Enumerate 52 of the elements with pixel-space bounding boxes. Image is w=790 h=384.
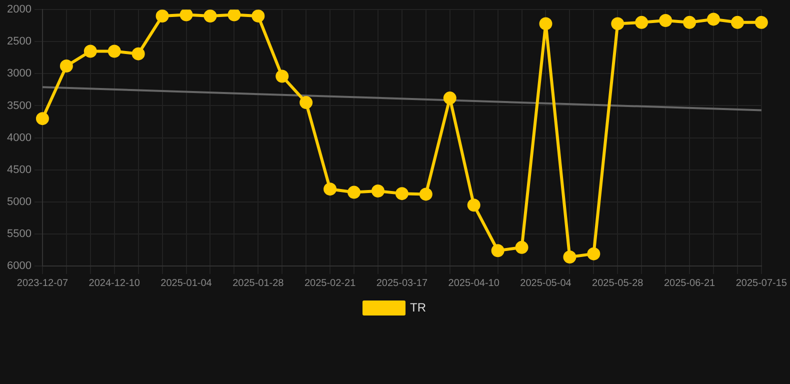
x-tick-label: 2024-12-10 xyxy=(88,278,140,289)
y-tick-label: 2500 xyxy=(6,36,32,48)
x-tick-label: 2025-06-21 xyxy=(664,278,716,289)
y-tick-label: 6000 xyxy=(6,260,32,272)
point xyxy=(60,60,73,73)
y-tick-label: 5000 xyxy=(6,196,32,208)
x-tick-label: 2025-04-10 xyxy=(448,278,500,289)
point xyxy=(228,10,241,22)
x-tick-label: 2025-05-04 xyxy=(520,278,572,289)
point xyxy=(419,188,432,201)
x-tick-label: 2025-03-17 xyxy=(376,278,428,289)
point xyxy=(491,244,504,258)
x-tick-label: 2023-12-07 xyxy=(16,278,68,289)
point xyxy=(324,182,337,196)
point xyxy=(36,112,49,126)
point xyxy=(754,16,768,29)
point xyxy=(706,12,720,26)
point xyxy=(300,96,313,110)
point xyxy=(156,10,169,23)
point xyxy=(467,198,480,212)
point xyxy=(371,184,384,198)
point xyxy=(132,47,145,60)
y-tick-label: 5500 xyxy=(6,228,32,240)
point xyxy=(730,16,744,29)
x-tick-label: 2025-02-21 xyxy=(304,278,356,289)
point xyxy=(252,10,265,23)
y-tick-label: 4500 xyxy=(6,164,32,176)
point xyxy=(443,92,456,105)
point xyxy=(659,14,672,27)
y-tick-label: 3500 xyxy=(6,100,32,112)
x-tick-label: 2025-07-15 xyxy=(736,278,788,289)
point xyxy=(84,44,97,58)
point xyxy=(539,17,552,30)
point xyxy=(276,70,289,83)
point xyxy=(204,10,217,23)
point xyxy=(683,16,696,29)
point xyxy=(611,17,624,30)
point xyxy=(563,250,576,264)
point xyxy=(395,187,408,200)
y-tick-label: 3000 xyxy=(6,68,32,80)
y-tick-label: 2000 xyxy=(6,4,32,16)
point xyxy=(587,247,600,260)
point xyxy=(515,240,528,254)
x-tick-label: 2025-05-28 xyxy=(592,278,644,289)
point xyxy=(108,44,121,58)
legend-label: TR xyxy=(410,300,426,314)
x-tick-label: 2025-01-28 xyxy=(232,278,284,289)
y-tick-label: 4000 xyxy=(6,132,32,144)
x-tick-label: 2025-01-04 xyxy=(160,278,212,289)
point xyxy=(348,186,361,199)
point xyxy=(180,10,193,22)
point xyxy=(635,16,648,29)
